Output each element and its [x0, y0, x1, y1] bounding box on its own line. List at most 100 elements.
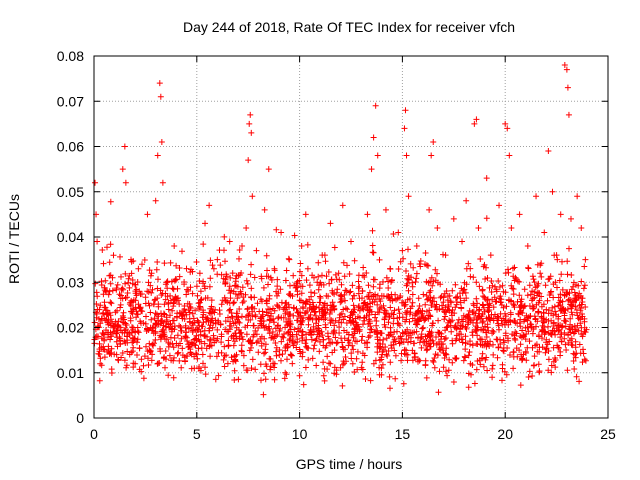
data-point-35 — [193, 351, 200, 358]
x-tick-label-3: 15 — [395, 426, 411, 442]
data-point-62 — [286, 256, 293, 263]
data-point-97 — [413, 243, 420, 250]
data-point-126 — [516, 211, 523, 218]
data-point-80 — [360, 306, 367, 313]
data-point-88 — [387, 265, 394, 272]
x-tick-label-4: 20 — [497, 426, 513, 442]
data-point-119 — [496, 202, 503, 209]
data-point-16 — [136, 288, 143, 295]
data-point-107 — [450, 215, 457, 222]
data-point-75 — [339, 202, 346, 209]
data-point-143 — [574, 193, 581, 200]
data-point-140 — [565, 111, 572, 118]
x-tick-label-1: 5 — [193, 426, 201, 442]
data-point-44 — [230, 342, 237, 349]
grid-lines — [94, 56, 608, 418]
data-point-18 — [144, 211, 151, 218]
data-point-87 — [382, 206, 389, 213]
data-point-90 — [395, 229, 402, 236]
data-point-23 — [156, 80, 163, 87]
y-tick-label-6: 0.06 — [57, 139, 84, 155]
data-point-91 — [399, 247, 406, 254]
data-point-111 — [467, 265, 474, 272]
data-point-100 — [426, 206, 433, 213]
data-point-96 — [409, 283, 416, 290]
data-point-74 — [335, 270, 342, 277]
data-point-60 — [278, 229, 285, 236]
data-point-32 — [179, 315, 186, 322]
y-tick-label-3: 0.03 — [57, 274, 84, 290]
data-point-131 — [537, 270, 544, 277]
x-tick-label-5: 25 — [600, 426, 616, 442]
data-point-101 — [428, 152, 435, 159]
data-point-57 — [267, 274, 274, 281]
y-axis-label: ROTI / TECUs — [6, 194, 22, 284]
axes: 0 5 10 15 20 25 0 0.01 0.02 0.03 0.04 0.05 0.06 0.07 0… — [57, 48, 616, 442]
data-point-56 — [265, 166, 272, 173]
data-point-31 — [175, 342, 182, 349]
data-point-129 — [528, 297, 535, 304]
data-point-132 — [541, 229, 548, 236]
data-point-109 — [459, 238, 466, 245]
data-point-30 — [171, 243, 178, 250]
data-point-14 — [128, 256, 135, 263]
data-point-28 — [162, 356, 169, 363]
data-point-118 — [491, 283, 498, 290]
dense-band-markers — [91, 198, 590, 398]
data-point-134 — [549, 188, 556, 195]
data-point-53 — [253, 247, 260, 254]
y-tick-label-2: 0.02 — [57, 320, 84, 336]
data-point-10 — [119, 166, 126, 173]
data-point-69 — [315, 329, 322, 336]
data-point-81 — [364, 211, 371, 218]
data-point-104 — [438, 333, 445, 340]
data-point-17 — [140, 319, 147, 326]
data-point-112 — [471, 120, 478, 127]
data-point-77 — [348, 238, 354, 245]
dense-data-band — [91, 198, 590, 398]
data-point-117 — [487, 252, 494, 259]
data-point-99 — [422, 261, 429, 268]
data-point-52 — [249, 193, 256, 200]
data-point-94 — [403, 152, 410, 159]
y-tick-label-1: 0.01 — [57, 365, 84, 381]
data-point-20 — [148, 270, 155, 277]
data-point-26 — [159, 179, 166, 186]
data-point-12 — [122, 179, 129, 186]
data-point-63 — [290, 342, 297, 349]
data-point-82 — [368, 166, 375, 173]
x-tick-label-0: 0 — [90, 426, 98, 442]
data-points — [92, 62, 589, 367]
data-point-43 — [226, 238, 233, 245]
data-point-128 — [524, 243, 531, 250]
data-point-121 — [502, 120, 509, 127]
data-point-51 — [248, 129, 255, 136]
data-point-7 — [109, 274, 116, 281]
data-point-103 — [434, 224, 441, 231]
data-point-68 — [310, 274, 317, 281]
data-point-95 — [405, 193, 412, 200]
data-point-5 — [101, 315, 108, 322]
data-point-9 — [117, 301, 124, 308]
data-point-65 — [298, 243, 305, 250]
data-point-73 — [331, 347, 338, 354]
data-point-29 — [167, 292, 174, 299]
data-point-39 — [210, 319, 217, 326]
data-point-37 — [202, 220, 209, 227]
data-point-67 — [306, 315, 313, 322]
data-point-130 — [533, 193, 540, 200]
data-point-83 — [370, 134, 377, 141]
data-point-27 — [160, 333, 167, 340]
data-point-105 — [442, 252, 449, 259]
data-point-70 — [319, 252, 326, 259]
data-point-46 — [239, 243, 246, 250]
data-point-61 — [282, 306, 289, 313]
data-point-47 — [243, 224, 250, 231]
data-point-25 — [158, 138, 165, 145]
data-point-120 — [500, 315, 507, 322]
data-point-71 — [323, 292, 330, 299]
x-axis-label: GPS time / hours — [296, 456, 403, 472]
data-point-127 — [520, 333, 527, 340]
